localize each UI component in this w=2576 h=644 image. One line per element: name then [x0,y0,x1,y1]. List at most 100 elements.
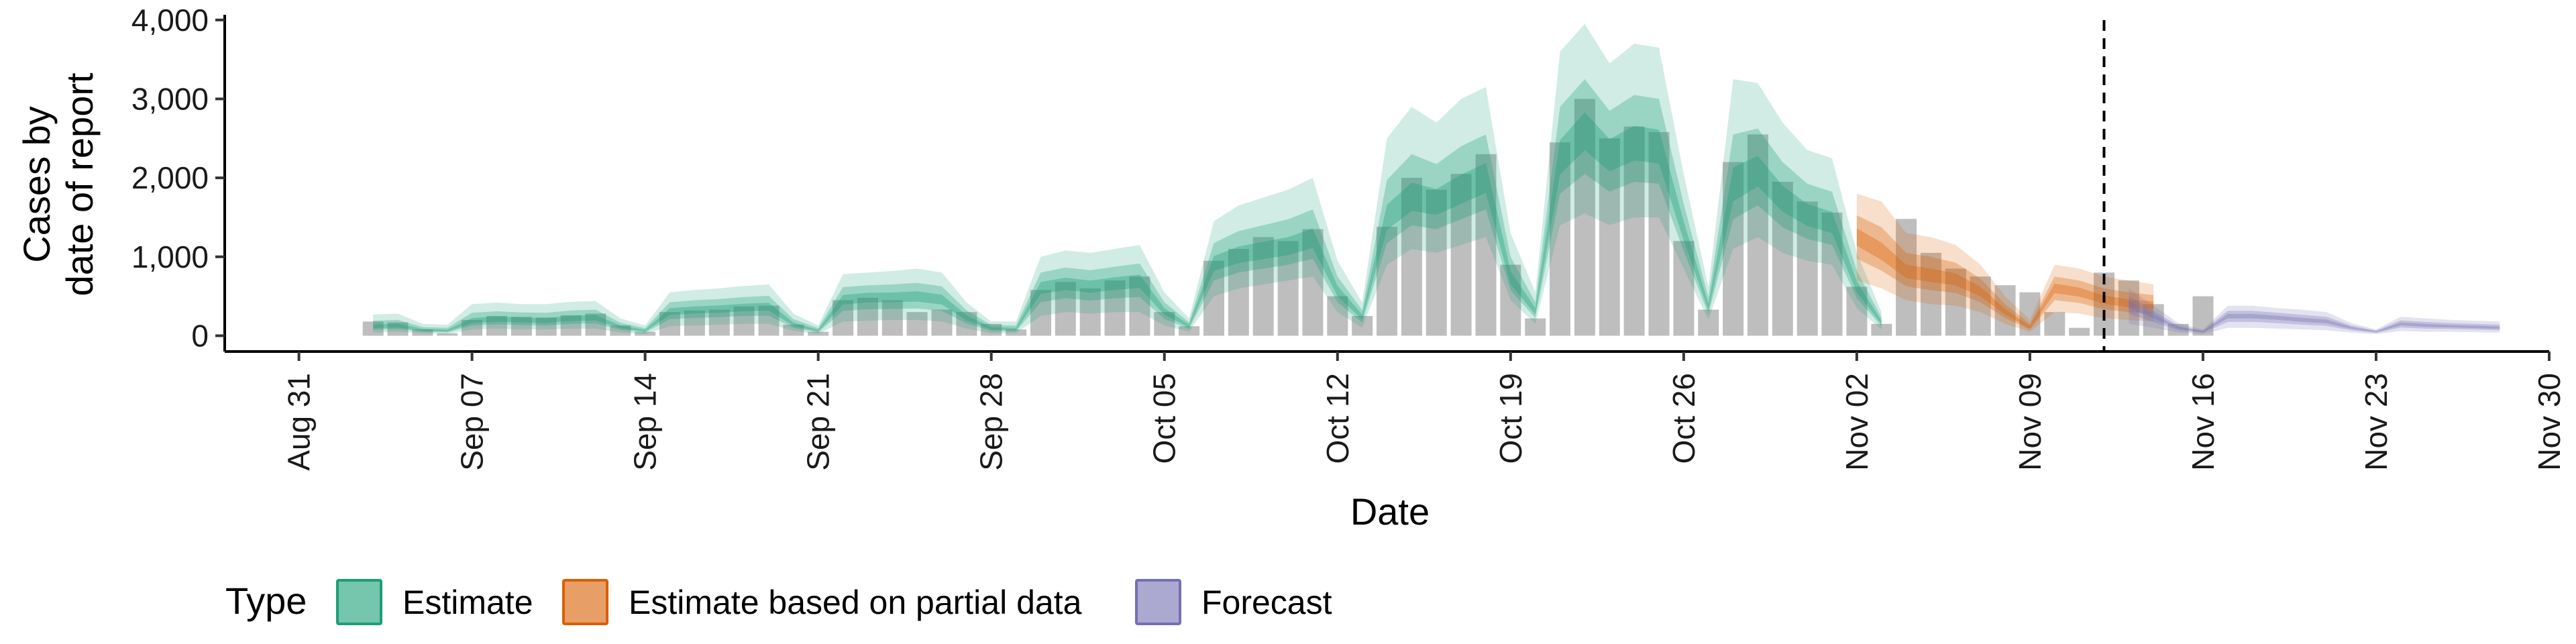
x-tick-label: Sep 14 [628,373,663,471]
reported-cases-bar [1623,126,1645,336]
legend: Type Estimate Estimate based on partial … [225,579,1332,625]
y-tick-label: 2,000 [131,160,209,195]
y-axis-title-line-1: Cases by [15,106,58,262]
reported-cases-bar [981,323,1002,336]
x-tick-label: Nov 16 [2186,373,2220,471]
estimate-based-on-partial-data-ribbon-90 [1856,193,2154,332]
reported-cases-bar [437,333,458,336]
reported-cases-bar [881,300,903,336]
x-tick-label: Oct 12 [1320,373,1355,464]
reported-cases-bar [1994,285,2016,336]
reported-cases-bar [1030,290,1051,336]
reported-cases-bar [362,321,384,336]
reported-cases-bar [462,319,483,336]
x-tick-label: Nov 02 [1839,373,1874,471]
reported-cases-bar [1426,189,1447,336]
reported-cases-bar [1500,264,1521,336]
reported-cases-bar [1921,252,1941,336]
reported-cases-bar [659,312,680,336]
reported-cases-bar [1179,326,1200,336]
reported-cases-bar [2167,323,2189,336]
reported-cases-bar [833,300,854,336]
reported-cases-bar [1747,134,1768,336]
reported-cases-bar [1302,229,1324,336]
x-tick-label: Sep 21 [801,373,836,471]
reported-cases-bar [1970,276,1991,336]
reported-cases-bar [1673,241,1695,336]
reported-cases-bar [1475,154,1497,336]
reported-cases-bar [2044,312,2065,336]
legend-swatch-estimate [336,579,382,625]
reported-cases-bar [1377,227,1397,336]
reported-cases-bar [1698,309,1719,336]
reported-cases-bar [1104,280,1126,336]
x-tick-label: Oct 19 [1493,373,1528,464]
x-tick-label: Oct 26 [1666,373,1701,464]
forecast-ribbon-20 [2129,301,2500,333]
reported-cases-bar [684,310,705,336]
reported-cases-bar [733,306,755,336]
estimate-based-on-partial-data-ribbon-50 [1856,215,2154,330]
y-tick-label: 4,000 [131,3,209,38]
reported-cases-bar [857,298,878,336]
reported-cases-bar [1252,237,1274,336]
reported-cases-bar [783,325,804,336]
reported-cases-bar [1723,162,1744,336]
reported-cases-bar [1599,138,1620,336]
reported-cases-bar [1154,312,1175,336]
y-tick-label: 0 [191,318,209,353]
reported-cases-bar [808,331,829,336]
reported-cases-bar [560,315,582,336]
reported-cases-bar [1896,219,1917,336]
reported-cases-bar [1079,288,1101,336]
reported-cases-bar [535,317,557,336]
reported-cases-bar [1846,286,1868,336]
x-tick-label: Nov 23 [2359,373,2394,471]
reported-cases-bar [1525,318,1546,336]
reported-cases-bar [412,329,433,336]
reported-cases-bar [585,313,606,336]
reported-cases-bar [1006,329,1027,336]
estimate-ribbon-90 [373,23,1882,335]
y-axis-title: Cases by date of report [15,72,101,297]
reported-cases-bar [1772,182,1793,336]
estimate-ribbon-20 [373,112,1882,332]
reported-cases-bar [1945,268,1966,336]
reported-cases-bar [1648,131,1670,336]
reported-cases-bar [906,312,928,336]
reported-cases-bar [1277,241,1299,336]
reported-cases-bar [1450,174,1472,336]
reported-cases-bar [1055,282,1076,336]
forecast-ribbon-90 [2129,288,2500,335]
reported-cases-bar [1871,323,1892,336]
reported-cases-bar [1401,178,1422,336]
x-tick-label: Oct 05 [1147,373,1182,464]
legend-label-forecast: Forecast [1201,584,1332,621]
x-tick-label: Nov 30 [2532,373,2567,471]
x-tick-label: Aug 31 [282,373,317,471]
reported-cases-bar [1228,249,1249,336]
x-tick-label: Sep 07 [455,373,490,471]
x-axis-title: Date [1350,490,1430,533]
reported-cases-bar [708,309,730,336]
x-tick-label: Nov 09 [2012,373,2047,471]
legend-swatch-forecast [1135,579,1181,625]
reported-cases-bar [2118,280,2139,336]
x-tick-label: Sep 28 [974,373,1009,471]
legend-label-partial: Estimate based on partial data [629,584,1082,621]
reported-cases-bar [2069,327,2090,336]
reported-cases-bar [956,312,977,336]
reported-cases-bar [1574,99,1595,336]
legend-label-estimate: Estimate [402,584,533,621]
reported-cases-bar [1821,212,1843,336]
y-tick-label: 1,000 [131,239,209,274]
legend-title: Type [225,580,307,622]
reported-cases-bar [1203,260,1224,336]
reported-cases-bar [758,305,780,336]
reported-cases-bar [486,316,507,336]
y-axis-title-line-2: date of report [58,72,101,297]
reported-cases-bar [1796,201,1818,336]
estimate-based-on-partial-data-ribbon-20 [1856,228,2154,329]
